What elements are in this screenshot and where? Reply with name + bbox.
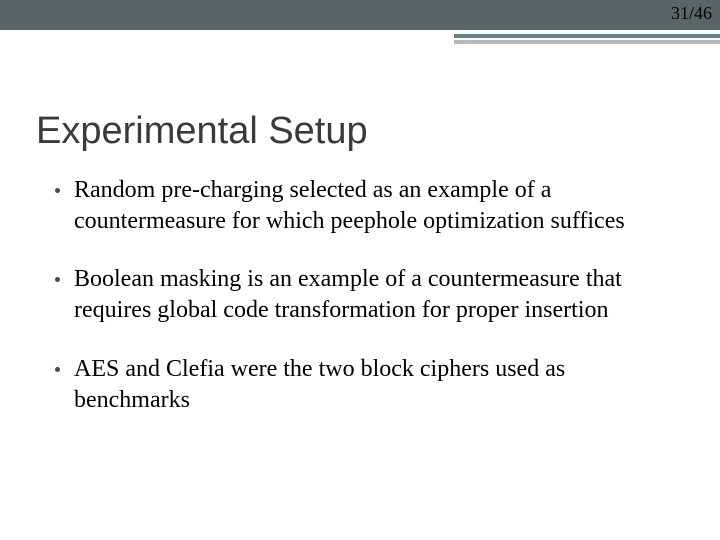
header-bar: 31/46 [0, 0, 720, 30]
bullet-marker-icon [55, 188, 60, 193]
accent-line-teal [454, 34, 720, 38]
accent-line-gray [454, 40, 720, 44]
bullet-marker-icon [55, 277, 60, 282]
bullet-text: AES and Clefia were the two block cipher… [74, 354, 680, 415]
bullet-item: AES and Clefia were the two block cipher… [55, 354, 680, 415]
bullet-item: Random pre-charging selected as an examp… [55, 175, 680, 236]
content-area: Random pre-charging selected as an examp… [55, 175, 680, 443]
bullet-text: Boolean masking is an example of a count… [74, 264, 680, 325]
bullet-text: Random pre-charging selected as an examp… [74, 175, 680, 236]
bullet-marker-icon [55, 367, 60, 372]
page-number: 31/46 [671, 3, 712, 24]
page-title: Experimental Setup [36, 110, 368, 153]
bullet-item: Boolean masking is an example of a count… [55, 264, 680, 325]
